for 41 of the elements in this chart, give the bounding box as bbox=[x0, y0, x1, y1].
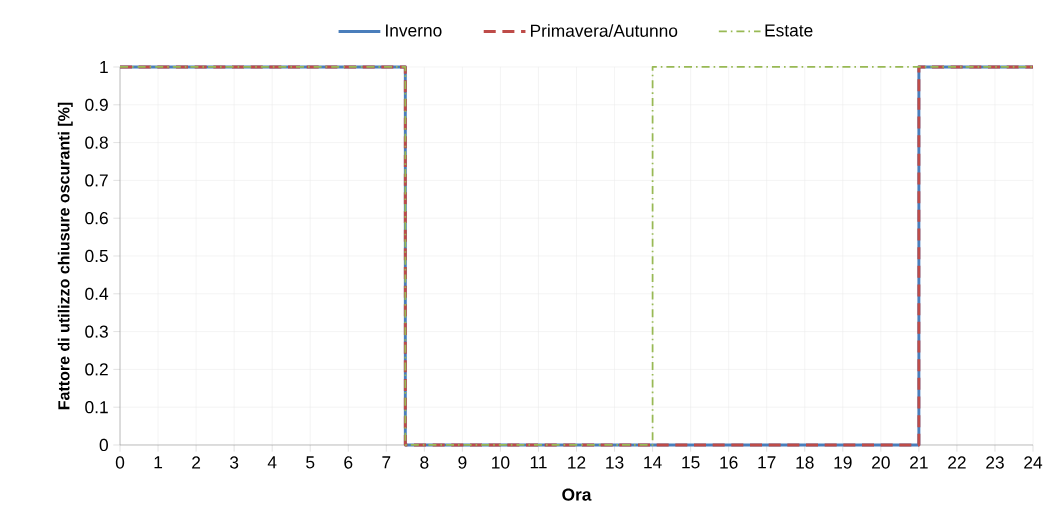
x-tick-label: 8 bbox=[420, 456, 429, 469]
y-tick-label: 0.6 bbox=[85, 212, 108, 225]
x-tick-label: 14 bbox=[644, 456, 662, 469]
x-tick-label: 22 bbox=[948, 456, 966, 469]
x-tick-label: 10 bbox=[492, 456, 510, 469]
x-tick-label: 15 bbox=[682, 456, 700, 469]
legend-label: Estate bbox=[765, 24, 813, 37]
x-tick-label: 7 bbox=[382, 456, 391, 469]
x-tick-label: 6 bbox=[344, 456, 353, 469]
x-tick-label: 18 bbox=[796, 456, 814, 469]
y-tick-label: 0.5 bbox=[85, 249, 108, 263]
y-tick-label: 0.2 bbox=[85, 363, 108, 376]
legend-label: Primavera/Autunno bbox=[531, 24, 678, 37]
x-tick-label: 16 bbox=[720, 456, 738, 469]
x-tick-label: 1 bbox=[154, 456, 163, 469]
legend-label: Inverno bbox=[386, 24, 442, 37]
y-tick-label: 0 bbox=[99, 438, 108, 452]
x-tick-label: 12 bbox=[568, 456, 586, 469]
x-tick-label: 11 bbox=[530, 456, 547, 469]
x-tick-label: 3 bbox=[229, 456, 239, 469]
x-tick-label: 2 bbox=[192, 456, 201, 469]
y-tick-label: 1 bbox=[100, 61, 108, 73]
x-tick-label: 20 bbox=[872, 456, 890, 469]
y-tick-label: 0.9 bbox=[85, 98, 108, 111]
x-tick-label: 0 bbox=[115, 456, 125, 469]
x-tick-label: 17 bbox=[758, 456, 776, 469]
y-tick-label: 0.1 bbox=[85, 401, 108, 414]
x-tick-label: 5 bbox=[306, 456, 315, 469]
y-axis-title: Fattore di utilizzo chiusure oscuranti [%] bbox=[57, 102, 73, 410]
y-tick-label: 0.4 bbox=[85, 287, 109, 300]
x-tick-label: 19 bbox=[834, 456, 852, 469]
x-axis-title: Ora bbox=[562, 488, 592, 501]
y-tick-label: 0.8 bbox=[85, 136, 108, 149]
x-tick-label: 21 bbox=[910, 456, 928, 469]
x-tick-label: 4 bbox=[267, 456, 277, 469]
y-tick-label: 0.3 bbox=[85, 325, 108, 338]
x-tick-label: 24 bbox=[1024, 456, 1043, 469]
x-tick-label: 13 bbox=[606, 456, 624, 469]
y-tick-label: 0.7 bbox=[85, 174, 108, 187]
x-tick-label: 9 bbox=[458, 456, 467, 469]
x-tick-label: 23 bbox=[986, 456, 1004, 469]
